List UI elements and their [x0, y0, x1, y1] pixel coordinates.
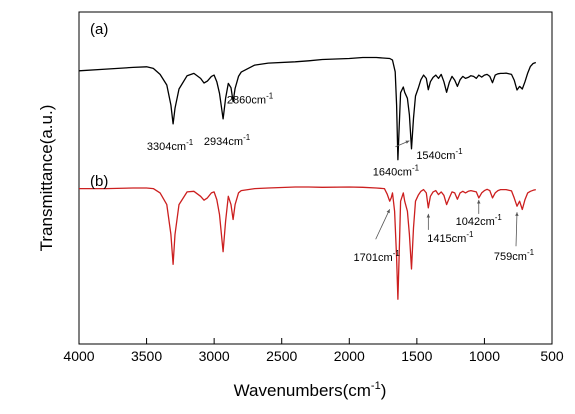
peak-label-text: 1042cm [456, 216, 495, 228]
peak-label: 1540cm-1 [416, 147, 463, 162]
peak-label-text: 1415cm [427, 233, 466, 245]
peak-label: 1701cm-1 [354, 249, 401, 264]
peak-label-sup: -1 [266, 92, 274, 101]
peak-label-text: 1640cm [373, 167, 412, 179]
annotation-arrow [375, 209, 391, 240]
x-tick-label: 1500 [401, 348, 432, 364]
peak-label-text: 2934cm [204, 136, 243, 148]
annotation-arrowhead [477, 199, 481, 204]
peak-label-sup: -1 [186, 138, 194, 147]
annotation-arrowhead [426, 213, 431, 218]
peak-label-sup: -1 [243, 133, 251, 142]
peak-label-text: 2860cm [227, 95, 266, 107]
peak-label-text: 3304cm [147, 141, 186, 153]
panel-label-b: (b) [90, 173, 108, 190]
peak-label: 2860cm-1 [227, 92, 274, 107]
x-tick-label: 4000 [63, 348, 94, 364]
peak-label-text: 1540cm [416, 150, 455, 162]
peak-label: 2934cm-1 [204, 133, 251, 148]
x-axis-ticks: 4000 3500 3000 2500 2000 1500 1000 500 [63, 338, 564, 364]
x-tick-label: 500 [540, 348, 564, 364]
x-tick-label: 2500 [266, 348, 297, 364]
x-tick-label: 3500 [131, 348, 162, 364]
plot-frame [78, 11, 553, 345]
series-line-b [79, 186, 536, 300]
peak-label-sup: -1 [495, 213, 503, 222]
peak-label: 3304cm-1 [147, 138, 194, 153]
peak-label-sup: -1 [527, 248, 535, 257]
y-axis-title: Transmittance(a.u.) [37, 105, 56, 252]
annotation-arrowhead [386, 209, 390, 214]
x-tick-label: 1000 [469, 348, 500, 364]
peak-label: 1415cm-1 [427, 230, 474, 245]
peak-label: 1640cm-1 [373, 164, 420, 179]
peak-label-sup: -1 [455, 147, 463, 156]
annotation-arrowhead [515, 212, 519, 216]
annotation-arrow [515, 212, 518, 247]
annotation-arrowhead [405, 140, 410, 144]
peak-annotations: 3304cm-1 2934cm-12860cm-11640cm-11540cm-1… [147, 92, 535, 265]
x-tick-label: 3000 [199, 348, 230, 364]
peak-label-sup: -1 [412, 164, 420, 173]
peak-label-sup: -1 [393, 249, 401, 258]
peak-label: 759cm-1 [494, 248, 535, 263]
panel-label-a: (a) [90, 21, 108, 38]
series-layer [78, 56, 537, 300]
peak-label-text: 759cm [494, 251, 527, 263]
x-tick-label: 2000 [334, 348, 365, 364]
peak-label-text: 1701cm [354, 252, 393, 264]
peak-label-sup: -1 [466, 230, 474, 239]
series-line-a [78, 56, 537, 161]
panel-labels: (a) (b) [90, 21, 108, 190]
peak-label: 1042cm-1 [456, 213, 503, 228]
x-axis-title: Wavenumbers(cm-1) [234, 380, 387, 400]
